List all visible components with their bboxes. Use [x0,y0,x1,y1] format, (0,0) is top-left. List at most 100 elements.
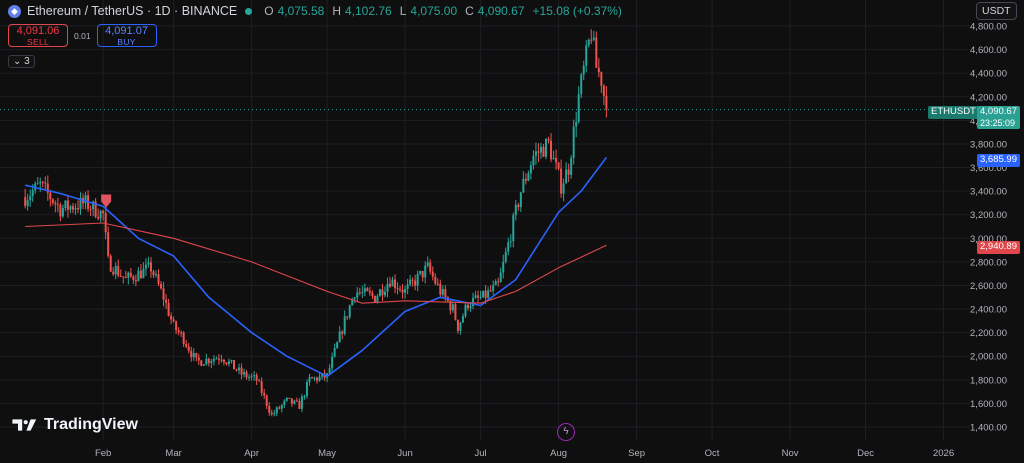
candle-body [587,39,590,46]
candle-body [454,304,457,320]
candle-body [172,319,175,322]
candle-body [220,359,223,361]
candle-body [409,279,412,285]
candle-body [195,353,198,358]
candle-body [346,316,349,318]
time-tick-label: Jun [397,448,412,459]
candle-body [69,206,72,210]
candle-body [283,400,286,406]
candle-body [255,375,258,381]
candle-body [305,382,308,397]
candle-body [119,275,122,277]
candle-body [585,45,588,66]
candle-body [290,398,293,404]
candle-body [107,232,110,256]
price-tick-label: 3,000.00 [970,234,1007,245]
candle-body [494,281,497,286]
candle-body [104,213,107,233]
price-tick-label: 3,800.00 [970,139,1007,150]
sell-label: SELL [27,36,49,47]
candle-body [436,283,439,285]
candle-body [567,169,570,175]
candle-body [170,315,173,320]
sell-arrow-icon [101,194,112,208]
candle-body [49,192,52,200]
candle-body [36,183,39,185]
candle-body [419,270,422,274]
time-tick-label: Apr [244,448,259,459]
candle-body [24,197,27,206]
chart-grid [0,0,970,440]
candle-body [233,360,235,370]
candle-body [331,356,334,369]
symbol-title[interactable]: Ethereum / TetherUS · 1D · BINANCE [27,4,238,18]
candle-body [582,65,585,75]
candle-body [298,401,301,409]
candle-body [165,299,168,303]
candle-body [414,280,417,286]
currency-selector[interactable]: USDT [976,2,1017,20]
candle-body [77,208,79,210]
candle-body [467,304,469,309]
candle-body [358,292,361,294]
candle-body [484,290,487,298]
candle-body [383,291,386,296]
candle-body [200,360,203,366]
candle-body [124,277,127,279]
candle-body [519,192,522,208]
buy-label: BUY [117,36,136,47]
price-tick-label: 2,200.00 [970,328,1007,339]
time-tick-label: Mar [165,448,181,459]
candle-body [295,400,298,402]
bar-countdown: 23:25:09 [980,117,1016,128]
candle-body [300,396,303,409]
candle-body [313,377,316,379]
candle-body [207,358,210,364]
candle-body [555,158,558,163]
price-tick-label: 2,000.00 [970,352,1007,363]
candle-body [333,348,336,357]
candle-body [134,279,137,282]
candle-body [378,289,381,297]
candle-body [429,262,432,272]
candle-body [529,165,532,174]
candle-body [270,412,273,415]
open-value: 4,075.58 [277,4,325,18]
candle-body [386,283,389,292]
candle-body [547,139,550,141]
sell-price: 4,091.06 [16,25,60,37]
candle-body [185,343,188,347]
candle-body [545,139,547,157]
candle-body [132,276,135,280]
candle-body [552,158,555,160]
candle-body [532,155,535,166]
candle-body [44,182,47,184]
candle-body [54,202,57,205]
candle-body [311,377,313,379]
buy-button[interactable]: 4,091.07 BUY [96,24,157,48]
candle-body [343,316,346,334]
candle-body [557,162,560,169]
candle-body [459,322,462,331]
candle-body [366,288,369,292]
candle-body [527,173,530,181]
candle-body [444,289,447,298]
moving-average-line [25,156,608,378]
price-tick-label: 1,600.00 [970,399,1007,410]
candle-body [565,169,568,184]
candle-body [51,199,54,203]
candle-body [396,288,399,290]
candle-body [406,284,409,289]
price-tick-label: 4,400.00 [970,69,1007,80]
candle-body [160,283,163,289]
tradingview-logo[interactable]: TradingView [12,416,138,434]
lightning-icon[interactable]: ϟ [557,423,575,441]
price-tick-label: 4,200.00 [970,92,1007,103]
candle-body [92,201,95,210]
candle-body [84,195,87,204]
sell-button[interactable]: 4,091.06 SELL [8,24,68,48]
indicators-toggle-button[interactable]: ⌄ 3 [8,55,35,68]
candle-body [56,204,59,206]
time-axis: Feb Mar Apr May Jun Jul Aug Sep Oct Nov Dec 2026 [95,448,954,459]
